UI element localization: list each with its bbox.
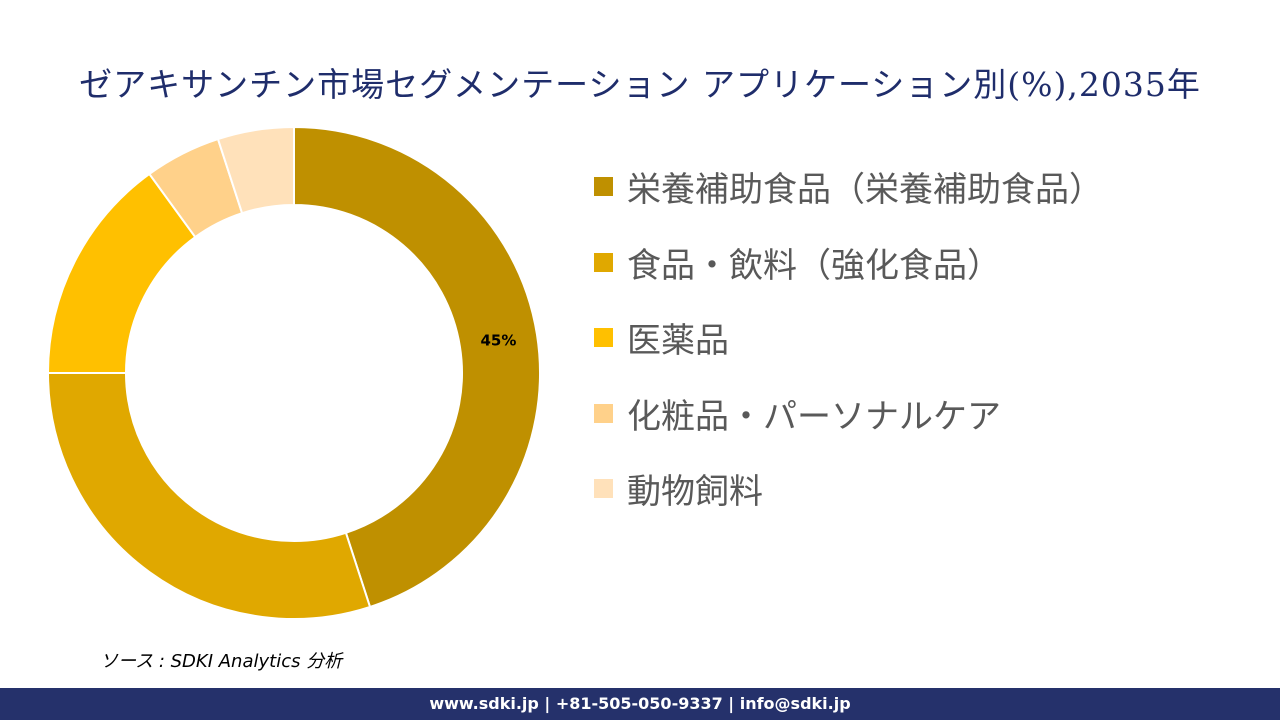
legend: 栄養補助食品（栄養補助食品） 食品・飲料（強化食品） 医薬品 化粧品・パーソナル… bbox=[594, 160, 1103, 538]
donut-slice bbox=[216, 125, 295, 215]
source-note: ソース : SDKI Analytics 分析 bbox=[100, 651, 343, 672]
legend-label: 医薬品 bbox=[627, 321, 729, 362]
legend-label: 動物飼料 bbox=[627, 472, 763, 513]
chart-title: ゼアキサンチン市場セグメンテーション アプリケーション別(%),2035年 bbox=[79, 65, 1201, 104]
donut-chart: 45% bbox=[46, 125, 541, 620]
legend-item: 化粧品・パーソナルケア bbox=[594, 365, 1103, 463]
legend-item: 栄養補助食品（栄養補助食品） bbox=[594, 138, 1103, 236]
legend-swatch bbox=[594, 328, 613, 348]
legend-label: 化粧品・パーソナルケア bbox=[627, 396, 1001, 437]
legend-label: 食品・飲料（強化食品） bbox=[627, 245, 1001, 286]
legend-swatch bbox=[594, 403, 613, 423]
legend-swatch bbox=[594, 177, 613, 197]
donut-slice bbox=[46, 372, 372, 620]
legend-label: 栄養補助食品（栄養補助食品） bbox=[627, 170, 1103, 211]
legend-item: 食品・飲料（強化食品） bbox=[594, 214, 1103, 312]
legend-swatch bbox=[594, 479, 613, 499]
data-label: 45% bbox=[480, 332, 516, 350]
donut-slice bbox=[293, 125, 541, 609]
legend-item: 動物飼料 bbox=[594, 440, 1103, 538]
footer-contact: www.sdki.jp | +81-505-050-9337 | info@sd… bbox=[0, 688, 1280, 720]
legend-swatch bbox=[594, 252, 613, 272]
legend-item: 医薬品 bbox=[594, 289, 1103, 387]
